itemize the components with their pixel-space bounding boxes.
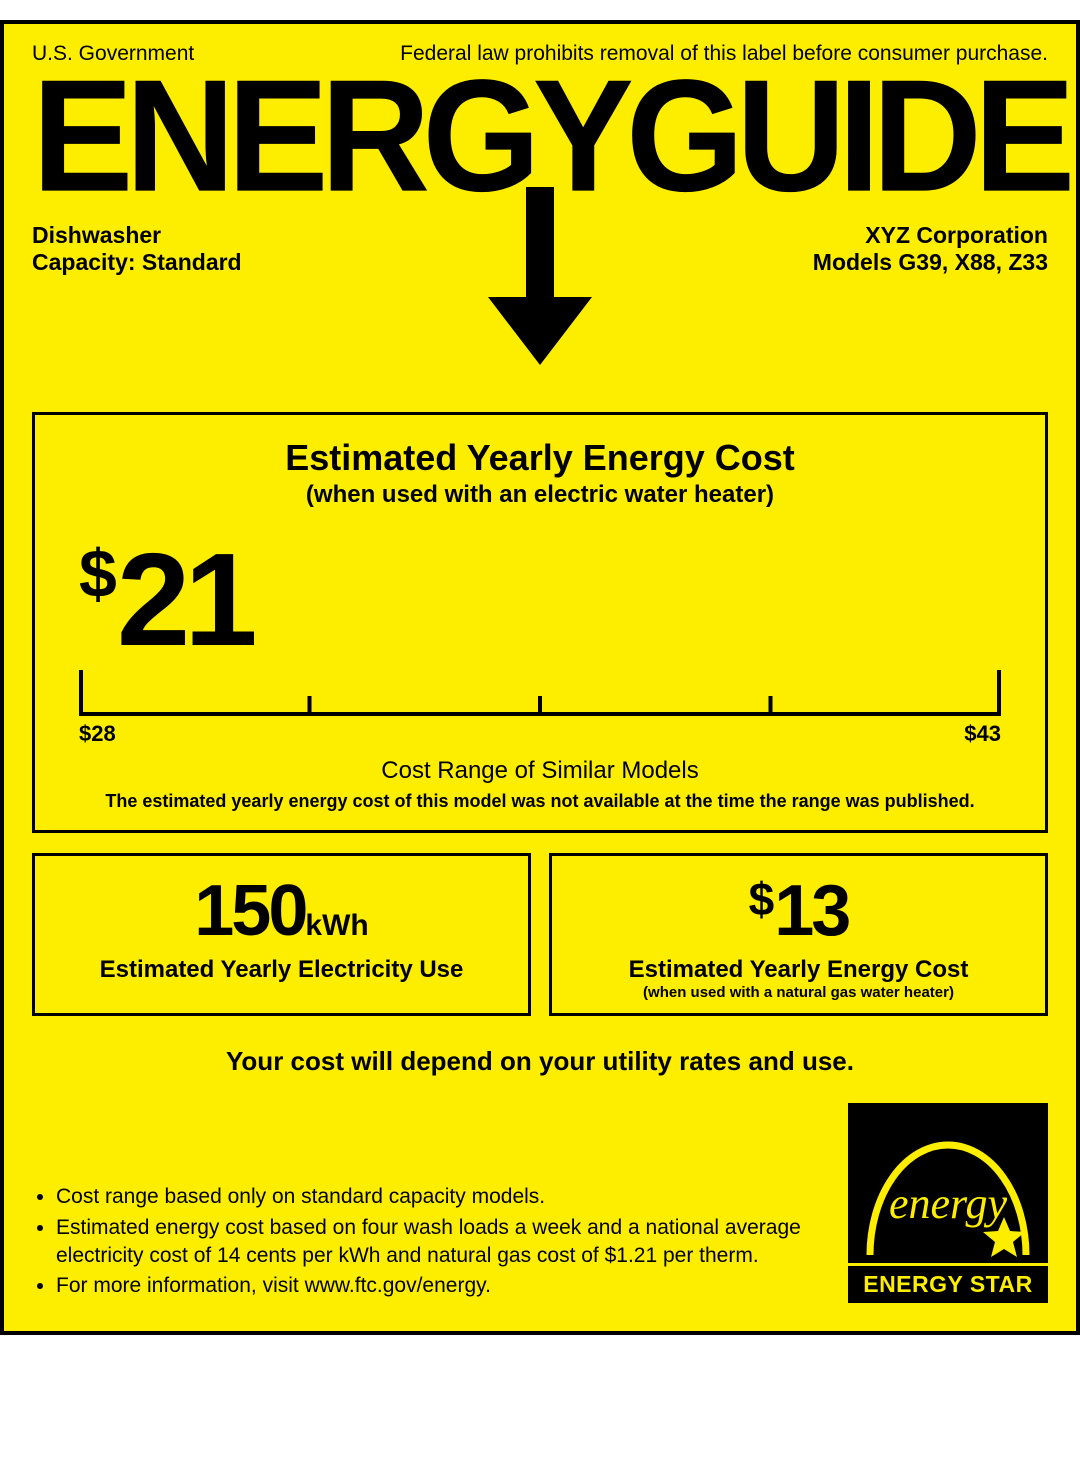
down-arrow-icon — [480, 187, 600, 367]
bullet-item: Estimated energy cost based on four wash… — [56, 1214, 828, 1271]
cost-title: Estimated Yearly Energy Cost — [61, 437, 1019, 479]
gas-sub: (when used with a natural gas water heat… — [562, 984, 1035, 1001]
currency-symbol: $ — [79, 536, 117, 612]
energy-star-label: ENERGY STAR — [848, 1263, 1048, 1303]
depend-text: Your cost will depend on your utility ra… — [32, 1046, 1048, 1077]
energyguide-label: U.S. Government Federal law prohibits re… — [0, 20, 1080, 1335]
company-name: XYZ Corporation — [813, 222, 1048, 249]
bottom-row: Cost range based only on standard capaci… — [32, 1103, 1048, 1303]
cost-subtitle: (when used with an electric water heater… — [61, 481, 1019, 509]
range-high: $43 — [964, 721, 1001, 747]
energy-star-badge: energy ENERGY STAR — [848, 1103, 1048, 1303]
range-caption: Cost Range of Similar Models — [61, 757, 1019, 785]
kwh-unit: kWh — [305, 909, 368, 942]
bullet-item: Cost range based only on standard capaci… — [56, 1183, 828, 1211]
range-low: $28 — [79, 721, 116, 747]
gas-cost-box: $13 Estimated Yearly Energy Cost (when u… — [549, 853, 1048, 1016]
kwh-value: 150kWh — [45, 870, 518, 952]
bullet-item: For more information, visit www.ftc.gov/… — [56, 1272, 828, 1300]
yearly-cost-box: Estimated Yearly Energy Cost (when used … — [32, 412, 1048, 833]
cost-scale: $28 $43 — [61, 668, 1019, 747]
product-type: Dishwasher — [32, 222, 242, 249]
energy-star-script: energy — [889, 1178, 1007, 1229]
kwh-caption: Estimated Yearly Electricity Use — [45, 956, 518, 984]
scale-axis-icon — [79, 668, 1001, 718]
product-capacity: Capacity: Standard — [32, 249, 242, 276]
gas-cost-value: $13 — [562, 870, 1035, 952]
gas-number: 13 — [774, 871, 848, 951]
product-left: Dishwasher Capacity: Standard — [32, 222, 242, 276]
footnote-bullets: Cost range based only on standard capaci… — [32, 1183, 828, 1302]
energyguide-logo: ENERGYGUIDE — [32, 69, 1048, 205]
gas-caption: Estimated Yearly Energy Cost — [562, 956, 1035, 984]
scale-labels: $28 $43 — [79, 721, 1001, 747]
logo-block: ENERGYGUIDE Dishwasher Capacity: Standar… — [32, 72, 1048, 342]
range-footnote: The estimated yearly energy cost of this… — [61, 791, 1019, 812]
product-right: XYZ Corporation Models G39, X88, Z33 — [813, 222, 1048, 276]
two-boxes: 150kWh Estimated Yearly Electricity Use … — [32, 853, 1048, 1016]
model-numbers: Models G39, X88, Z33 — [813, 249, 1048, 276]
cost-number: 21 — [117, 526, 252, 673]
kwh-number: 150 — [194, 871, 305, 951]
gas-currency: $ — [749, 873, 775, 925]
product-row: Dishwasher Capacity: Standard XYZ Corpor… — [32, 222, 1048, 276]
electricity-use-box: 150kWh Estimated Yearly Electricity Use — [32, 853, 531, 1016]
cost-value: $21 — [79, 535, 1019, 660]
